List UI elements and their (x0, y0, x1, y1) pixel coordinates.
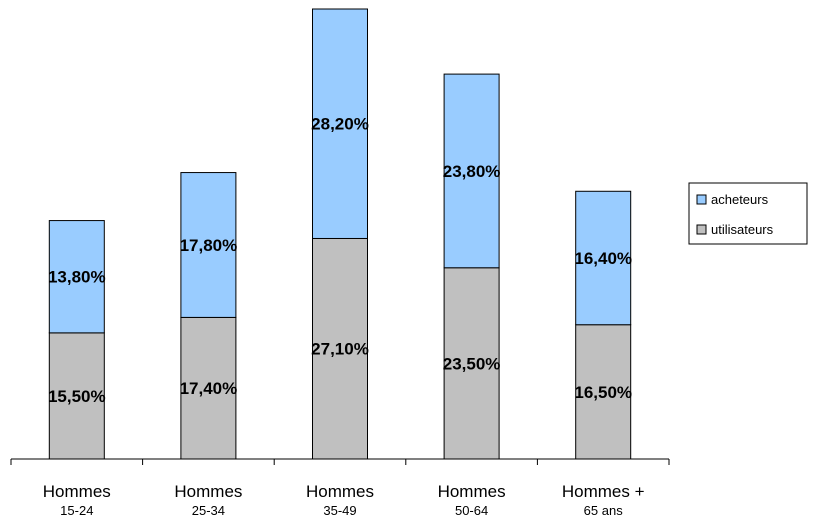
category-label-line2-2: 35-49 (323, 503, 356, 518)
category-label-line2-1: 25-34 (192, 503, 225, 518)
bar-utilisateurs-0 (48, 332, 105, 460)
legend-label-utilisateurs: utilisateurs (711, 222, 774, 237)
legend-label-acheteurs: acheteurs (711, 192, 769, 207)
category-label-line1-1: Hommes (174, 482, 242, 501)
data-label-utilisateurs-2: 27,10% (311, 340, 369, 359)
data-label-acheteurs-0: 13,80% (48, 268, 106, 287)
bar-acheteurs-0 (48, 220, 105, 334)
bar-utilisateurs-2 (312, 237, 368, 460)
category-label-line2-0: 15-24 (60, 503, 93, 518)
legend-box (688, 182, 808, 245)
legend-swatch-acheteurs (696, 194, 707, 205)
data-label-utilisateurs-4: 16,50% (574, 383, 632, 402)
legend-swatch-utilisateurs (696, 224, 707, 235)
data-label-utilisateurs-3: 23,50% (443, 354, 501, 373)
data-label-acheteurs-1: 17,80% (180, 236, 238, 255)
bar-acheteurs-1 (180, 172, 237, 318)
bars-group (48, 8, 632, 460)
data-label-acheteurs-3: 23,80% (443, 162, 501, 181)
data-label-acheteurs-4: 16,40% (574, 249, 632, 268)
legend: acheteurs utilisateurs (688, 182, 808, 245)
category-label-line1-3: Hommes (438, 482, 506, 501)
data-label-utilisateurs-1: 17,40% (180, 379, 238, 398)
data-labels: 15,50% 13,80% 17,40% 17,80% 27,10% 28,20% 23,5… (48, 115, 632, 406)
category-label-line1-2: Hommes (306, 482, 374, 501)
category-label-line2-4: 65 ans (584, 503, 624, 518)
data-label-acheteurs-2: 28,20% (311, 115, 369, 134)
bar-acheteurs-3 (443, 73, 500, 269)
bar-acheteurs-2 (312, 8, 368, 239)
category-labels: Hommes 15-24 Hommes 25-34 Hommes 35-49 Hommes 5… (43, 482, 645, 518)
x-axis (10, 458, 670, 465)
category-label-line2-3: 50-64 (455, 503, 488, 518)
category-label-line1-0: Hommes (43, 482, 111, 501)
bar-acheteurs-4 (575, 190, 632, 326)
data-label-utilisateurs-0: 15,50% (48, 387, 106, 406)
category-label-line1-4: Hommes + (562, 482, 645, 501)
